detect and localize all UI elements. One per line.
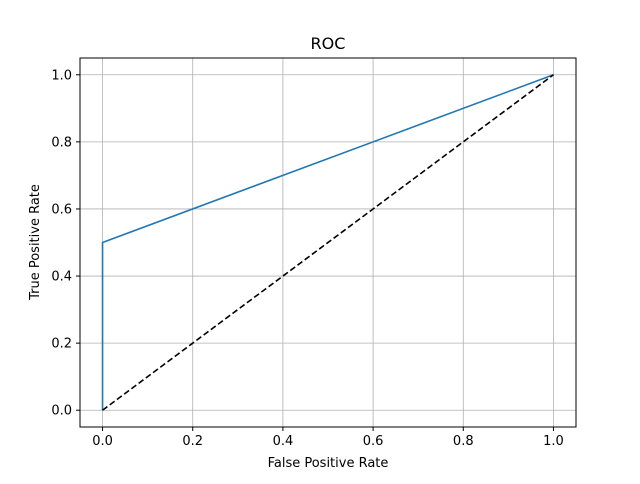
x-tick-label: 1.0 [543, 434, 564, 449]
x-axis-ticks: 0.0 0.2 0.4 0.6 0.8 1.0 [92, 427, 564, 449]
y-axis-ticks: 0.0 0.2 0.4 0.6 0.8 1.0 [51, 68, 80, 419]
y-tick-label: 0.0 [51, 404, 72, 419]
y-tick-label: 0.6 [51, 202, 72, 217]
diagonal-reference-line [102, 74, 554, 411]
y-axis-label: True Positive Rate [28, 184, 43, 301]
x-axis-label: False Positive Rate [268, 456, 389, 471]
y-tick-label: 0.4 [51, 270, 72, 285]
x-tick-label: 0.0 [92, 434, 113, 449]
y-tick-label: 0.8 [51, 135, 72, 150]
chart-title: ROC [311, 34, 346, 53]
roc-curve-line [101, 74, 554, 411]
y-tick-label: 0.2 [51, 337, 72, 352]
x-tick-label: 0.2 [182, 434, 203, 449]
x-tick-label: 0.8 [453, 434, 474, 449]
plot-frame [79, 57, 577, 428]
x-tick-label: 0.6 [363, 434, 384, 449]
x-tick-label: 0.4 [273, 434, 294, 449]
y-tick-label: 1.0 [51, 68, 72, 83]
grid-lines [80, 58, 576, 427]
series-group [101, 74, 554, 411]
